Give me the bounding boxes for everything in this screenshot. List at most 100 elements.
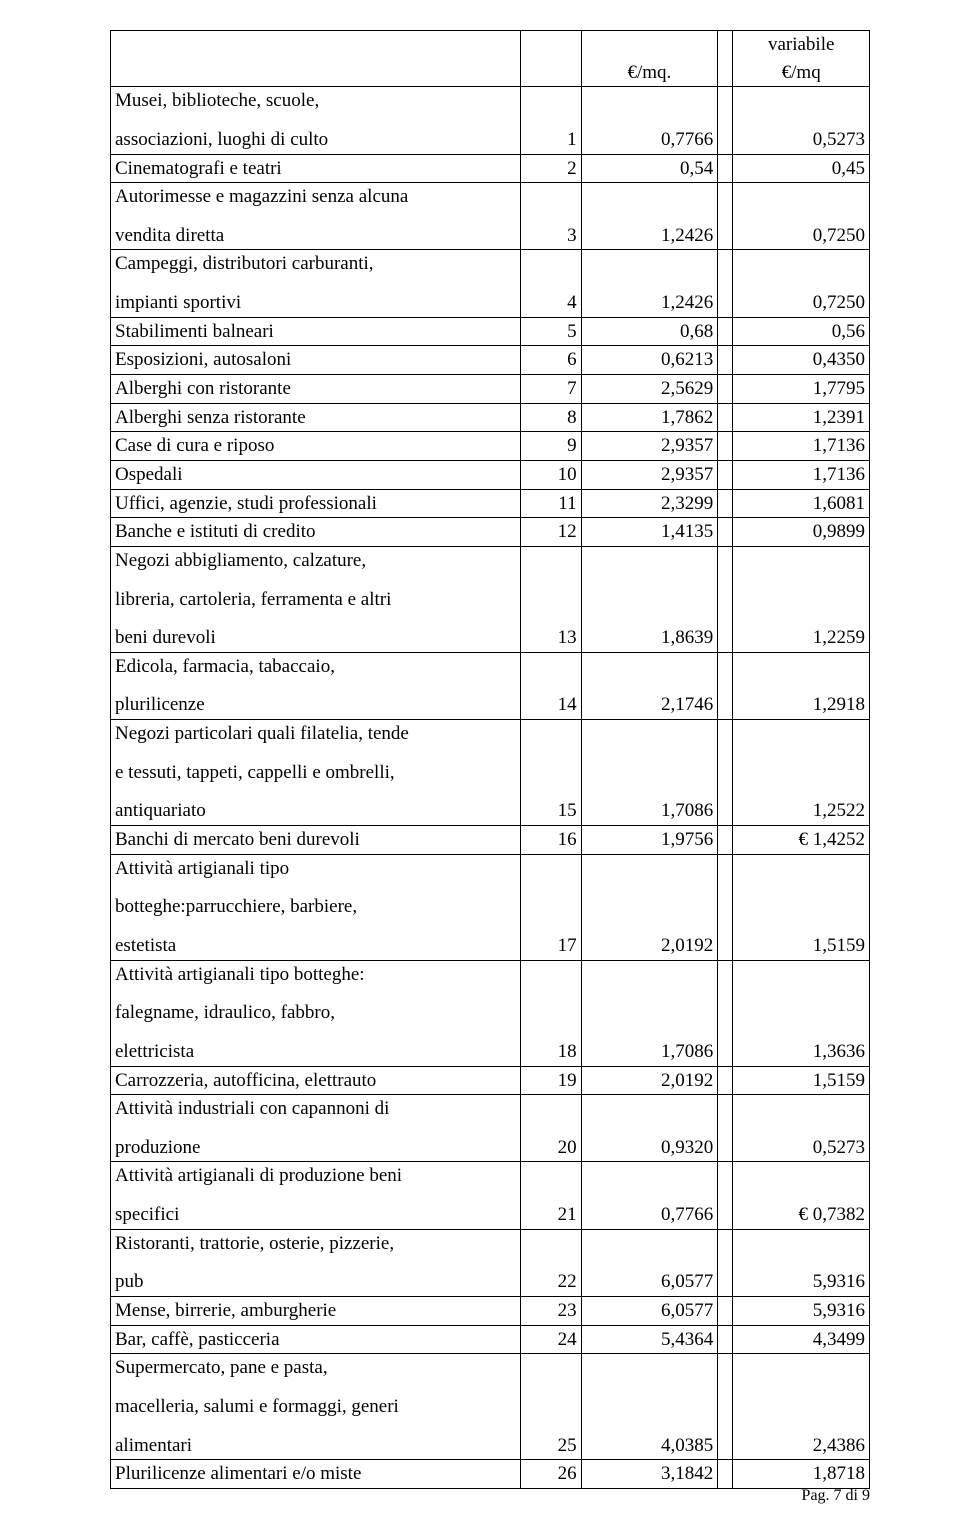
value-variable: 0,9899 [733, 518, 870, 547]
value-fixed [581, 1162, 718, 1201]
value-variable: 0,5273 [733, 126, 870, 154]
value-variable: 0,7250 [733, 222, 870, 250]
desc-cell: Banche e istituti di credito [111, 518, 521, 547]
value-fixed: 1,4135 [581, 518, 718, 547]
row-number: 19 [520, 1066, 581, 1095]
page: variabile €/mq. €/mq Musei, biblioteche,… [0, 0, 960, 1529]
spacer-cell [718, 826, 733, 855]
desc-cell: estetista [111, 932, 521, 960]
desc-cell: Attività artigianali di produzione beni [111, 1162, 521, 1201]
desc-cell: Ospedali [111, 460, 521, 489]
hdr-euro-mq: €/mq [733, 59, 870, 87]
desc-cell: impianti sportivi [111, 289, 521, 317]
spacer-cell [718, 586, 733, 625]
value-variable [733, 586, 870, 625]
desc-cell: Attività artigianali tipo botteghe: [111, 960, 521, 999]
value-variable: 5,9316 [733, 1296, 870, 1325]
row-number: 13 [520, 624, 581, 652]
spacer-cell [718, 893, 733, 932]
desc-cell: Bar, caffè, pasticceria [111, 1325, 521, 1354]
value-variable: 1,5159 [733, 932, 870, 960]
value-variable [733, 1162, 870, 1201]
row-number [520, 1393, 581, 1432]
value-variable: 1,2918 [733, 691, 870, 719]
value-fixed [581, 854, 718, 893]
row-number [520, 999, 581, 1038]
value-fixed: 4,0385 [581, 1432, 718, 1460]
row-number [520, 720, 581, 759]
value-variable [733, 720, 870, 759]
value-variable: 0,56 [733, 317, 870, 346]
spacer-cell [718, 289, 733, 317]
desc-cell: specifici [111, 1201, 521, 1229]
desc-cell: falegname, idraulico, fabbro, [111, 999, 521, 1038]
spacer-cell [718, 624, 733, 652]
row-number: 23 [520, 1296, 581, 1325]
page-footer: Pag. 7 di 9 [802, 1487, 870, 1505]
value-fixed [581, 1354, 718, 1393]
row-number: 6 [520, 346, 581, 375]
row-number: 24 [520, 1325, 581, 1354]
row-number: 26 [520, 1460, 581, 1489]
value-fixed: 3,1842 [581, 1460, 718, 1489]
value-variable: € 0,7382 [733, 1201, 870, 1229]
spacer-cell [718, 932, 733, 960]
row-number: 15 [520, 797, 581, 825]
row-number [520, 1162, 581, 1201]
value-variable: 0,5273 [733, 1134, 870, 1162]
value-fixed [581, 652, 718, 691]
value-variable [733, 87, 870, 126]
row-number: 7 [520, 375, 581, 404]
desc-cell: Musei, biblioteche, scuole, [111, 87, 521, 126]
row-number [520, 183, 581, 222]
spacer-cell [718, 999, 733, 1038]
spacer-cell [718, 1268, 733, 1296]
hdr2-empty-1 [111, 59, 521, 87]
desc-cell: Negozi particolari quali filatelia, tend… [111, 720, 521, 759]
value-fixed: 0,6213 [581, 346, 718, 375]
spacer-cell [718, 154, 733, 183]
value-fixed: 1,2426 [581, 222, 718, 250]
value-variable [733, 854, 870, 893]
row-number [520, 652, 581, 691]
value-fixed [581, 1229, 718, 1268]
desc-cell: plurilicenze [111, 691, 521, 719]
value-variable: 1,6081 [733, 489, 870, 518]
spacer-cell [718, 759, 733, 798]
spacer-cell [718, 460, 733, 489]
value-variable [733, 893, 870, 932]
value-fixed [581, 759, 718, 798]
spacer-cell [718, 126, 733, 154]
row-number [520, 546, 581, 585]
spacer-cell [718, 1162, 733, 1201]
row-number: 14 [520, 691, 581, 719]
value-fixed: 2,1746 [581, 691, 718, 719]
row-number [520, 960, 581, 999]
value-fixed: 2,3299 [581, 489, 718, 518]
value-fixed: 2,0192 [581, 1066, 718, 1095]
hdr2-sep [718, 59, 733, 87]
spacer-cell [718, 1095, 733, 1134]
spacer-cell [718, 1393, 733, 1432]
desc-cell: antiquariato [111, 797, 521, 825]
value-variable [733, 183, 870, 222]
row-number: 8 [520, 403, 581, 432]
value-fixed: 1,8639 [581, 624, 718, 652]
desc-cell: Plurilicenze alimentari e/o miste [111, 1460, 521, 1489]
desc-cell: macelleria, salumi e formaggi, generi [111, 1393, 521, 1432]
value-variable: 1,2259 [733, 624, 870, 652]
value-variable: 1,3636 [733, 1038, 870, 1066]
value-fixed [581, 250, 718, 289]
desc-cell: pub [111, 1268, 521, 1296]
hdr-empty-2 [520, 31, 581, 59]
value-fixed [581, 1095, 718, 1134]
value-variable: 1,8718 [733, 1460, 870, 1489]
value-fixed: 6,0577 [581, 1268, 718, 1296]
desc-cell: botteghe:parrucchiere, barbiere, [111, 893, 521, 932]
value-fixed: 0,54 [581, 154, 718, 183]
value-fixed: 0,68 [581, 317, 718, 346]
desc-cell: libreria, cartoleria, ferramenta e altri [111, 586, 521, 625]
spacer-cell [718, 518, 733, 547]
row-number: 10 [520, 460, 581, 489]
spacer-cell [718, 403, 733, 432]
